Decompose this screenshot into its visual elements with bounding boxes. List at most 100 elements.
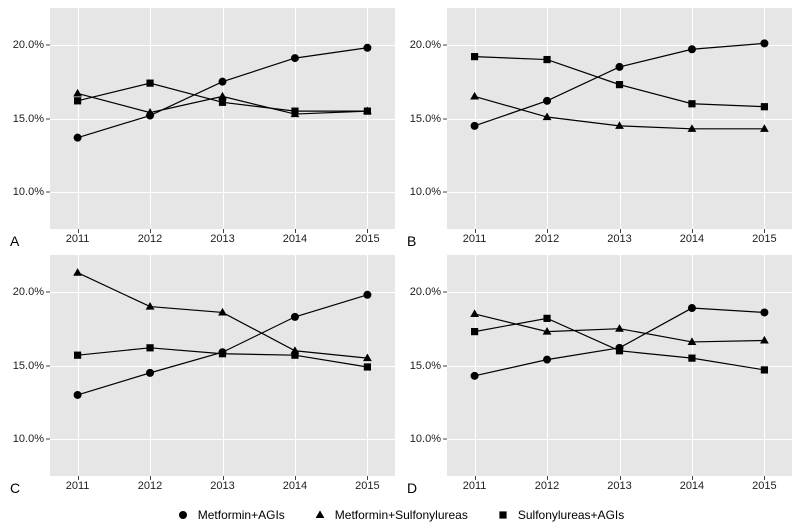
y-axis: 10.0%15.0%20.0% — [4, 8, 48, 229]
marker-met_su — [543, 327, 552, 335]
xtick-label: 2011 — [66, 480, 90, 492]
marker-met_agi — [291, 54, 299, 62]
legend-label: Metformin+Sulfonylureas — [335, 508, 468, 522]
xtick-label: 2013 — [607, 480, 631, 492]
xtick-mark — [547, 229, 548, 233]
ytick-mark — [46, 44, 50, 45]
marker-met_agi — [291, 313, 299, 321]
plot-area — [50, 255, 395, 476]
marker-layer — [447, 255, 792, 476]
marker-met_su — [146, 302, 155, 310]
marker-met_su — [615, 121, 624, 129]
marker-met_agi — [363, 291, 371, 299]
plot-area — [447, 8, 792, 229]
marker-su_agi — [688, 355, 695, 362]
marker-met_su — [363, 354, 372, 362]
marker-met_agi — [219, 78, 227, 86]
circle-icon — [176, 508, 190, 522]
xtick-label: 2014 — [680, 233, 704, 245]
xtick-label: 2013 — [210, 233, 234, 245]
ytick-mark — [46, 291, 50, 292]
xtick-mark — [475, 229, 476, 233]
marker-su_agi — [74, 97, 81, 104]
ytick-mark — [443, 44, 447, 45]
xtick-label: 2011 — [66, 233, 90, 245]
ytick-mark — [443, 118, 447, 119]
marker-su_agi — [688, 100, 695, 107]
x-axis: 20112012201320142015 — [447, 231, 792, 249]
xtick-mark — [764, 229, 765, 233]
marker-su_agi — [616, 347, 623, 354]
marker-su_agi — [543, 56, 550, 63]
xtick-label: 2014 — [680, 480, 704, 492]
marker-met_agi — [471, 122, 479, 130]
xtick-label: 2015 — [355, 480, 379, 492]
marker-met_su — [470, 309, 479, 317]
marker-layer — [50, 255, 395, 476]
marker-met_agi — [74, 391, 82, 399]
legend-item-met_su: Metformin+Sulfonylureas — [313, 508, 468, 522]
panel-d: 10.0%15.0%20.0%20112012201320142015D — [401, 251, 796, 496]
panel-b: 10.0%15.0%20.0%20112012201320142015B — [401, 4, 796, 249]
ytick-label: 20.0% — [13, 286, 44, 298]
xtick-mark — [547, 476, 548, 480]
legend-item-su_agi: Sulfonylureas+AGIs — [496, 508, 624, 522]
xtick-label: 2012 — [138, 233, 162, 245]
marker-met_su — [760, 336, 769, 344]
xtick-mark — [150, 476, 151, 480]
panel-label: B — [407, 233, 416, 249]
xtick-mark — [295, 476, 296, 480]
xtick-label: 2011 — [463, 480, 487, 492]
marker-met_agi — [616, 63, 624, 71]
ytick-mark — [46, 118, 50, 119]
marker-su_agi — [291, 352, 298, 359]
marker-su_agi — [219, 99, 226, 106]
xtick-label: 2012 — [138, 480, 162, 492]
marker-met_agi — [74, 134, 82, 142]
xtick-mark — [367, 229, 368, 233]
xtick-mark — [764, 476, 765, 480]
y-axis: 10.0%15.0%20.0% — [401, 8, 445, 229]
xtick-mark — [367, 476, 368, 480]
xtick-mark — [223, 229, 224, 233]
panel-label: C — [10, 480, 20, 496]
panel-c: 10.0%15.0%20.0%20112012201320142015C — [4, 251, 399, 496]
panel-label: A — [10, 233, 19, 249]
marker-su_agi — [291, 108, 298, 115]
ytick-mark — [443, 439, 447, 440]
marker-layer — [50, 8, 395, 229]
xtick-label: 2012 — [535, 480, 559, 492]
xtick-label: 2013 — [210, 480, 234, 492]
xtick-label: 2015 — [752, 480, 776, 492]
marker-met_su — [73, 89, 82, 97]
panel-grid: 10.0%15.0%20.0%20112012201320142015A10.0… — [0, 0, 800, 500]
xtick-mark — [78, 229, 79, 233]
marker-met_su — [218, 308, 227, 316]
xtick-mark — [78, 476, 79, 480]
marker-su_agi — [471, 328, 478, 335]
marker-met_su — [688, 124, 697, 132]
x-axis: 20112012201320142015 — [50, 231, 395, 249]
ytick-label: 20.0% — [410, 286, 441, 298]
panel-a: 10.0%15.0%20.0%20112012201320142015A — [4, 4, 399, 249]
ytick-label: 15.0% — [410, 113, 441, 125]
marker-met_agi — [146, 369, 154, 377]
xtick-label: 2014 — [283, 480, 307, 492]
marker-met_su — [146, 108, 155, 116]
xtick-label: 2013 — [607, 233, 631, 245]
plot-area — [50, 8, 395, 229]
marker-su_agi — [364, 108, 371, 115]
panel-label: D — [407, 480, 417, 496]
marker-su_agi — [761, 366, 768, 373]
legend-label: Sulfonylureas+AGIs — [518, 508, 624, 522]
ytick-label: 10.0% — [13, 433, 44, 445]
marker-met_agi — [688, 304, 696, 312]
marker-su_agi — [364, 363, 371, 370]
xtick-mark — [692, 229, 693, 233]
legend-label: Metformin+AGIs — [198, 508, 285, 522]
ytick-label: 10.0% — [410, 433, 441, 445]
xtick-mark — [475, 476, 476, 480]
marker-met_agi — [543, 356, 551, 364]
plot-area — [447, 255, 792, 476]
xtick-label: 2012 — [535, 233, 559, 245]
